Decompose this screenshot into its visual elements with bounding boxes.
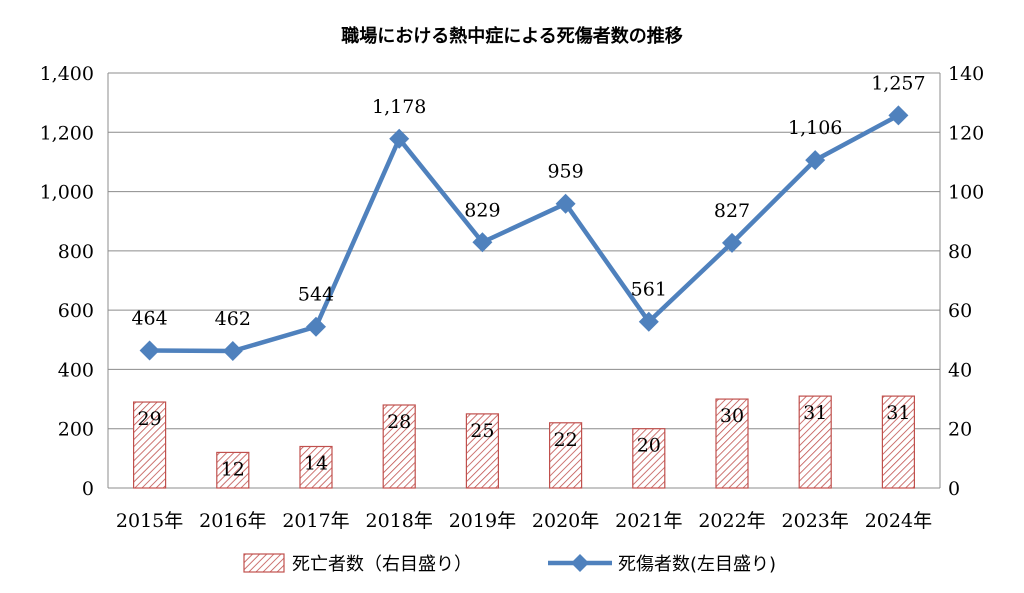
bar-value-label: 31 bbox=[886, 402, 910, 424]
y-right-tick-label: 0 bbox=[948, 478, 960, 500]
line-marker bbox=[139, 340, 160, 361]
line-value-label: 1,178 bbox=[372, 96, 426, 118]
y-right-tick-label: 80 bbox=[948, 241, 972, 263]
x-category-label: 2023年 bbox=[782, 510, 849, 532]
legend-label-bar: 死亡者数（右目盛り） bbox=[292, 554, 472, 575]
y-right-tick-label: 60 bbox=[948, 300, 972, 322]
bar bbox=[133, 401, 167, 489]
line-marker bbox=[222, 341, 243, 362]
y-left-tick-label: 1,000 bbox=[40, 182, 94, 204]
bar bbox=[216, 451, 250, 489]
y-right-tick-label: 100 bbox=[948, 182, 984, 204]
x-category-label: 2017年 bbox=[282, 510, 349, 532]
x-category-label: 2022年 bbox=[698, 510, 765, 532]
bar bbox=[548, 422, 583, 489]
line-marker bbox=[638, 311, 659, 332]
line-value-label: 829 bbox=[464, 199, 500, 221]
line-value-label: 544 bbox=[298, 284, 334, 306]
line-value-label: 1,257 bbox=[871, 72, 925, 94]
line-value-label: 561 bbox=[631, 279, 667, 301]
y-left-tick-label: 800 bbox=[58, 241, 94, 263]
bar bbox=[881, 395, 916, 489]
bar-value-label: 31 bbox=[803, 402, 827, 424]
bar bbox=[632, 428, 666, 489]
bar bbox=[299, 445, 333, 489]
y-left-tick-label: 600 bbox=[58, 300, 94, 322]
line-series-layer bbox=[139, 105, 909, 362]
line-value-label: 959 bbox=[547, 161, 583, 183]
bar-value-label: 22 bbox=[554, 429, 578, 451]
line-value-label: 462 bbox=[215, 308, 251, 330]
line-series bbox=[149, 113, 900, 354]
y-left-tick-label: 1,400 bbox=[40, 63, 94, 85]
bar-value-label: 12 bbox=[221, 458, 245, 480]
bar bbox=[382, 404, 416, 489]
line-label-layer: 464 462 544 1,178 829 959 561 827 1,106 1,257 bbox=[131, 72, 925, 330]
legend-marker-line bbox=[571, 554, 589, 572]
legend: 死亡者数（右目盛り） 死傷者数(左目盛り) bbox=[243, 553, 776, 575]
line-marker bbox=[888, 105, 909, 126]
line-value-label: 464 bbox=[131, 307, 167, 329]
x-category-label: 2019年 bbox=[449, 510, 516, 532]
line-marker bbox=[555, 193, 576, 214]
line-marker bbox=[472, 232, 493, 253]
x-category-label: 2018年 bbox=[366, 510, 433, 532]
bar-series-layer bbox=[133, 395, 916, 489]
y-right-tick-label: 40 bbox=[948, 359, 972, 381]
x-category-label: 2024年 bbox=[865, 510, 932, 532]
bar-value-label: 25 bbox=[470, 420, 494, 442]
chart-title: 職場における熱中症による死傷者数の推移 bbox=[341, 25, 682, 47]
x-category-label: 2020年 bbox=[532, 510, 599, 532]
grid-layer bbox=[108, 72, 940, 489]
x-category-label: 2021年 bbox=[615, 510, 682, 532]
y-left-tick-label: 1,200 bbox=[40, 122, 94, 144]
bar-value-label: 30 bbox=[720, 405, 744, 427]
legend-swatch-bar bbox=[243, 553, 285, 573]
x-category-label: 2015年 bbox=[116, 510, 183, 532]
bar-value-label: 29 bbox=[138, 408, 162, 430]
bar-value-label: 14 bbox=[304, 453, 328, 475]
bar bbox=[798, 395, 832, 489]
bar bbox=[465, 413, 499, 489]
line-marker bbox=[389, 128, 410, 149]
y-left-tick-label: 400 bbox=[58, 359, 94, 381]
line-value-label: 1,106 bbox=[788, 117, 842, 139]
bar-label-layer: 29 12 14 28 25 22 20 30 31 31 bbox=[138, 402, 911, 480]
axis-layer: 0 0 200 20 400 40 600 60 800 80 1,000 100 1,200 120 1,… bbox=[40, 63, 985, 532]
line-value-label: 827 bbox=[714, 200, 750, 222]
line-marker bbox=[805, 150, 826, 171]
y-left-tick-label: 0 bbox=[82, 478, 94, 500]
line-marker bbox=[306, 316, 326, 337]
bar-value-label: 20 bbox=[637, 435, 661, 457]
y-left-tick-label: 200 bbox=[58, 419, 94, 441]
bar-value-label: 28 bbox=[387, 411, 411, 433]
legend-label-line: 死傷者数(左目盛り) bbox=[618, 554, 776, 575]
x-category-label: 2016年 bbox=[199, 510, 266, 532]
y-right-tick-label: 120 bbox=[948, 122, 984, 144]
line-marker bbox=[722, 232, 742, 253]
y-right-tick-label: 140 bbox=[948, 63, 984, 85]
y-right-tick-label: 20 bbox=[948, 419, 972, 441]
bar bbox=[715, 398, 749, 489]
